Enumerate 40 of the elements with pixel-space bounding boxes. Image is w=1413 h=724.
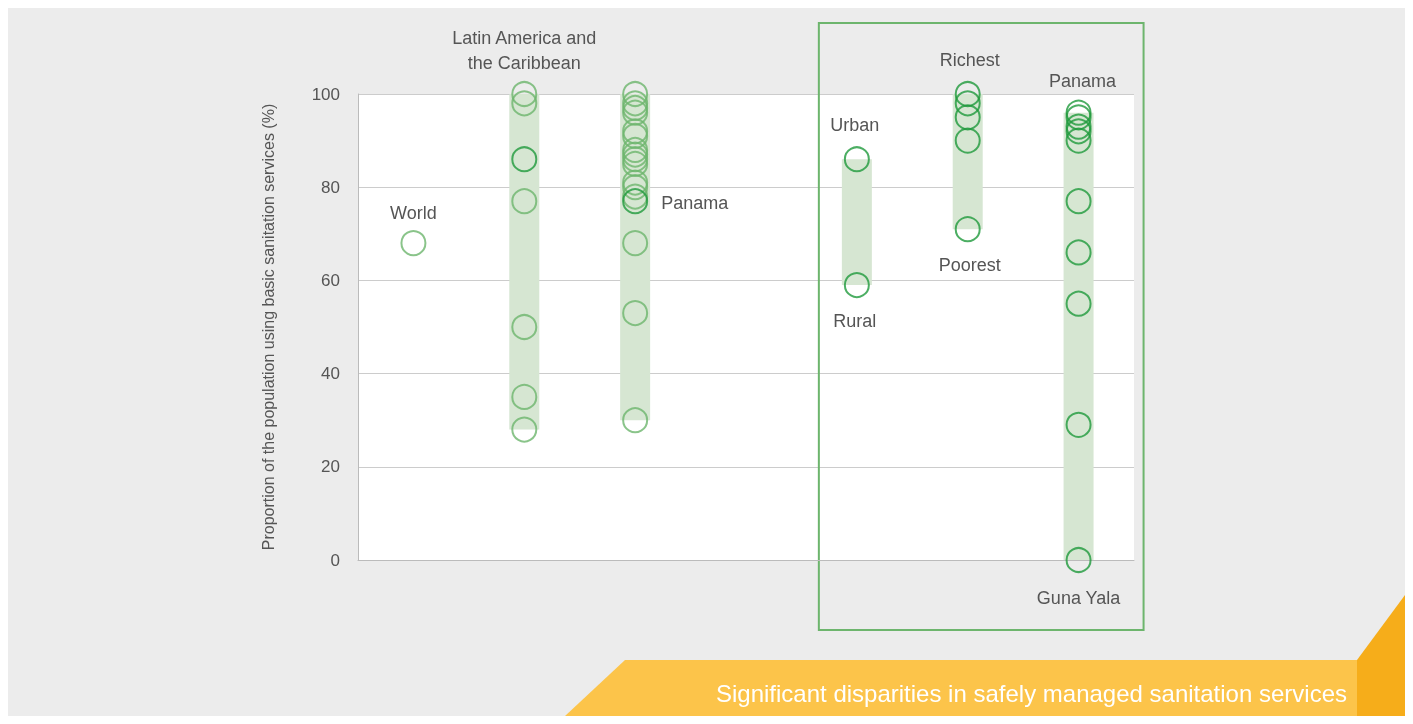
text: Significant disparities in safely managed sanitation services xyxy=(716,680,1347,708)
annotation: Poorest xyxy=(938,255,1001,276)
bar xyxy=(841,159,872,286)
point xyxy=(622,188,649,215)
point xyxy=(843,146,870,173)
point xyxy=(622,136,649,163)
bar xyxy=(1063,112,1094,560)
y-tick-label: 0 xyxy=(330,550,340,570)
text: Guna Yala xyxy=(1036,588,1122,608)
point xyxy=(511,146,538,173)
point xyxy=(622,174,649,201)
point xyxy=(954,90,981,117)
point xyxy=(954,104,981,131)
point xyxy=(622,169,649,196)
point xyxy=(1065,99,1092,126)
y-tick-label: 20 xyxy=(321,457,340,477)
point xyxy=(400,230,427,257)
y-tick-label: 40 xyxy=(321,364,340,384)
point xyxy=(622,300,649,327)
point xyxy=(843,272,870,299)
annotation: Urban xyxy=(830,115,880,136)
y-tick-label: 100 xyxy=(311,84,340,104)
y-axis-title: Proportion of the population using basic sanitation services (%) xyxy=(259,103,277,551)
point xyxy=(511,383,538,410)
y-tick-label: 80 xyxy=(321,177,340,197)
annotation: Rural xyxy=(833,311,877,332)
point xyxy=(1065,104,1092,131)
bar xyxy=(509,94,540,430)
text: Latin America and the Caribbean xyxy=(452,27,597,73)
text: Richest xyxy=(939,50,1000,70)
point xyxy=(622,183,649,210)
point xyxy=(511,416,538,443)
point xyxy=(954,81,981,107)
y-tick-label: 60 xyxy=(321,270,340,290)
point xyxy=(622,407,649,434)
annotation: World xyxy=(390,203,437,224)
annotation: Panama xyxy=(661,193,730,214)
point xyxy=(1065,113,1092,140)
text: Panama xyxy=(1049,70,1118,91)
point xyxy=(622,230,649,257)
